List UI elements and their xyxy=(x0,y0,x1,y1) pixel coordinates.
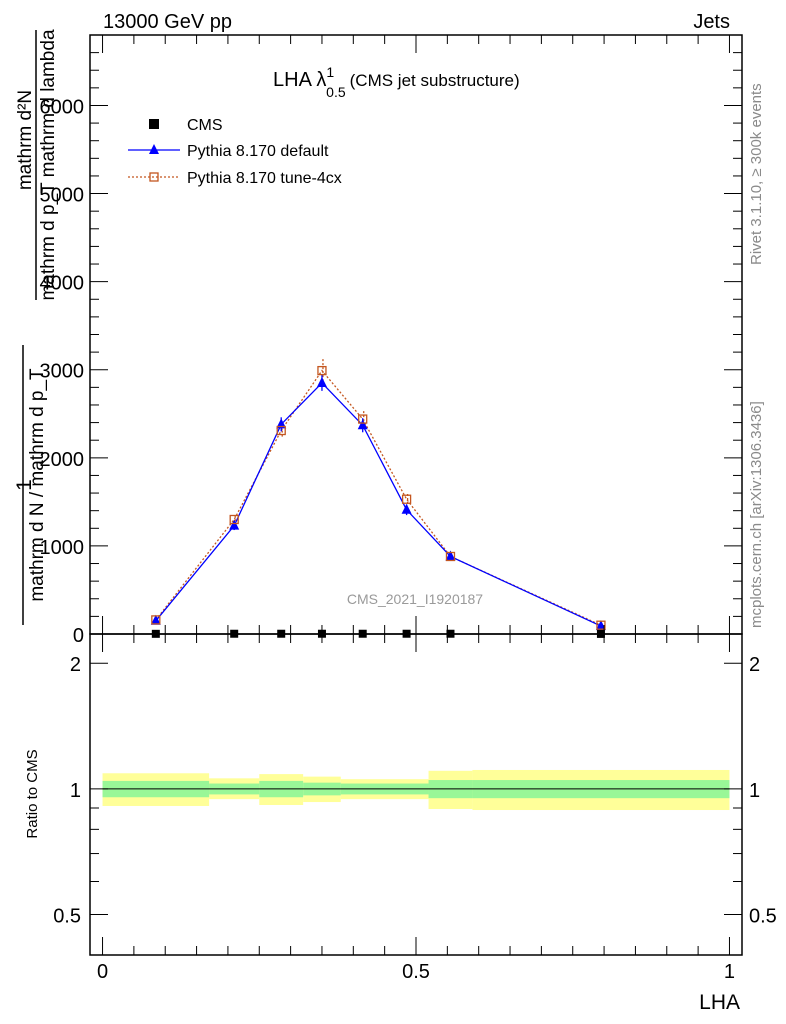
y-tick-label: 1000 xyxy=(40,537,85,559)
legend: CMS Pythia 8.170 default Pythia 8.170 tune… xyxy=(128,117,342,187)
axes-ticks: 0 1000 2000 3000 4000 5000 6000 0 0.5 1 0.5 0.5 1 1 2 2 xyxy=(40,35,777,983)
ratio-axis-label: Ratio to CMS xyxy=(24,749,41,838)
legend-marker-tune4cx xyxy=(149,172,159,182)
y-label-den-2: mathrm d p_T mathrm d lambda xyxy=(38,29,59,300)
y-label-num-2: mathrm d²N xyxy=(15,90,36,190)
y-tick-label: 6000 xyxy=(40,96,85,118)
y-tick-label: 0 xyxy=(73,625,84,647)
y-axis-label: 1 mathrm d N / mathrm d p_T mathrm d²N m… xyxy=(13,29,59,625)
point-tune4cx xyxy=(596,620,606,630)
ratio-y-tick-label-left: 0.5 xyxy=(53,906,81,928)
ratio-y-tick-label-right: 0.5 xyxy=(749,906,777,928)
legend-label: Pythia 8.170 tune-4cx xyxy=(187,170,342,187)
ratio-y-tick-label-right: 1 xyxy=(749,780,760,802)
point-default xyxy=(401,503,412,514)
x-axis-label: LHA xyxy=(699,991,740,1014)
y-tick-label: 2000 xyxy=(40,449,85,471)
ratio-y-tick-label-right: 2 xyxy=(749,654,760,676)
point-default xyxy=(276,418,287,429)
point-tune4cx xyxy=(317,365,327,376)
point-tune4cx xyxy=(358,414,368,424)
legend-marker-default xyxy=(149,144,159,154)
header-process-label: Jets xyxy=(693,11,730,33)
y-label-num-1: 1 xyxy=(13,479,36,491)
chart-title: LHA λ1 0.5(CMS jet substructure) xyxy=(273,64,520,100)
ratio-y-tick-label-left: 2 xyxy=(70,654,81,676)
point-default xyxy=(357,419,368,430)
x-tick-label: 1 xyxy=(724,961,735,983)
legend-label: Pythia 8.170 default xyxy=(187,143,329,160)
y-tick-label: 4000 xyxy=(40,273,85,295)
analysis-watermark: CMS_2021_I1920187 xyxy=(347,591,483,607)
point-default xyxy=(595,620,606,631)
point-tune4cx xyxy=(151,615,161,625)
point-default xyxy=(150,614,161,625)
header-energy-label: 13000 GeV pp xyxy=(103,11,232,33)
ratio-bands xyxy=(102,769,730,811)
mcplots-label: mcplots.cern.ch [arXiv:1306.3436] xyxy=(748,401,765,628)
point-tune4cx xyxy=(445,551,456,562)
point-tune4cx xyxy=(276,425,286,436)
legend-label: CMS xyxy=(187,117,223,134)
ratio-y-tick-label-left: 1 xyxy=(70,780,81,802)
rivet-version-label: Rivet 3.1.10, ≥ 300k events xyxy=(748,83,765,265)
y-tick-label: 3000 xyxy=(40,361,85,383)
series-line-default xyxy=(155,382,602,627)
legend-marker-cms xyxy=(149,119,159,129)
point-tune4cx xyxy=(401,494,412,504)
point-tune4cx xyxy=(229,514,239,525)
x-tick-label: 0.5 xyxy=(402,961,430,983)
y-tick-label: 5000 xyxy=(40,185,85,207)
y-label-den-1: mathrm d N / mathrm d p_T xyxy=(27,368,48,602)
x-tick-label: 0 xyxy=(97,961,108,983)
series-line-tune4cx xyxy=(155,369,602,626)
point-default xyxy=(316,376,327,387)
point-default xyxy=(229,519,240,530)
point-default xyxy=(445,550,456,561)
series-group xyxy=(150,359,606,638)
